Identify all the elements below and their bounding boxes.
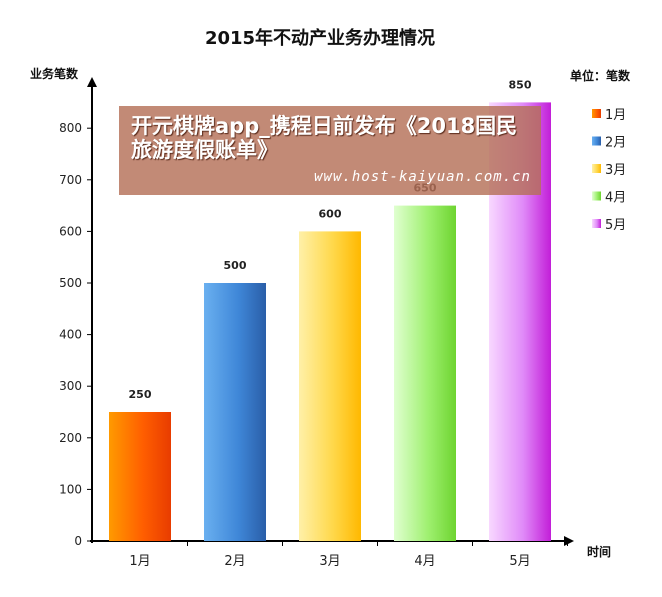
x-tick-label: 2月 xyxy=(224,554,245,569)
legend-label: 5月 xyxy=(605,218,626,233)
legend-swatch xyxy=(592,136,601,146)
overlay-url: www.host-kaiyuan.com.cn xyxy=(314,169,531,185)
y-tick-label: 300 xyxy=(59,379,82,393)
y-tick-label: 600 xyxy=(59,224,82,238)
bar-value-label: 850 xyxy=(509,78,532,91)
bar-value-label: 250 xyxy=(129,388,152,401)
legend: 1月 2月 3月 4月 5月 xyxy=(592,108,626,233)
bar xyxy=(204,283,266,541)
y-axis-label: 业务笔数 xyxy=(30,66,79,81)
chart-title: 2015年不动产业务办理情况 xyxy=(205,27,435,49)
watermark-overlay: 开元棋牌app_携程日前发布《2018国民旅游度假账单》 www.host-ka… xyxy=(119,106,541,195)
x-tick-label: 3月 xyxy=(319,554,340,569)
legend-swatch xyxy=(592,164,601,173)
legend-swatch xyxy=(592,219,601,228)
y-axis-arrow xyxy=(87,77,97,87)
y-tick-label: 400 xyxy=(59,328,82,342)
x-tick-label: 1月 xyxy=(129,554,150,569)
y-tick-label: 200 xyxy=(59,431,82,445)
legend-label: 4月 xyxy=(605,191,626,206)
bar-value-label: 500 xyxy=(224,259,247,272)
y-tick-label: 100 xyxy=(59,482,82,496)
x-axis-label: 时间 xyxy=(587,544,611,559)
legend-swatch xyxy=(592,109,601,118)
x-axis-arrow xyxy=(564,536,574,546)
y-tick-label: 800 xyxy=(59,121,82,135)
y-tick-label: 500 xyxy=(59,276,82,290)
legend-label: 1月 xyxy=(605,108,626,123)
legend-label: 2月 xyxy=(605,136,626,151)
unit-label: 单位：笔数 xyxy=(570,68,631,83)
bar xyxy=(394,205,456,541)
x-tick-label: 4月 xyxy=(414,554,435,569)
bar xyxy=(299,231,361,541)
x-tick-label: 5月 xyxy=(509,554,530,569)
legend-label: 3月 xyxy=(605,163,626,178)
overlay-headline: 开元棋牌app_携程日前发布《2018国民旅游度假账单》 xyxy=(131,114,518,162)
y-tick-label: 700 xyxy=(59,173,82,187)
legend-swatch xyxy=(592,191,601,201)
y-tick-label: 0 xyxy=(74,534,82,548)
bar-value-label: 600 xyxy=(319,207,342,220)
bar xyxy=(109,412,171,541)
